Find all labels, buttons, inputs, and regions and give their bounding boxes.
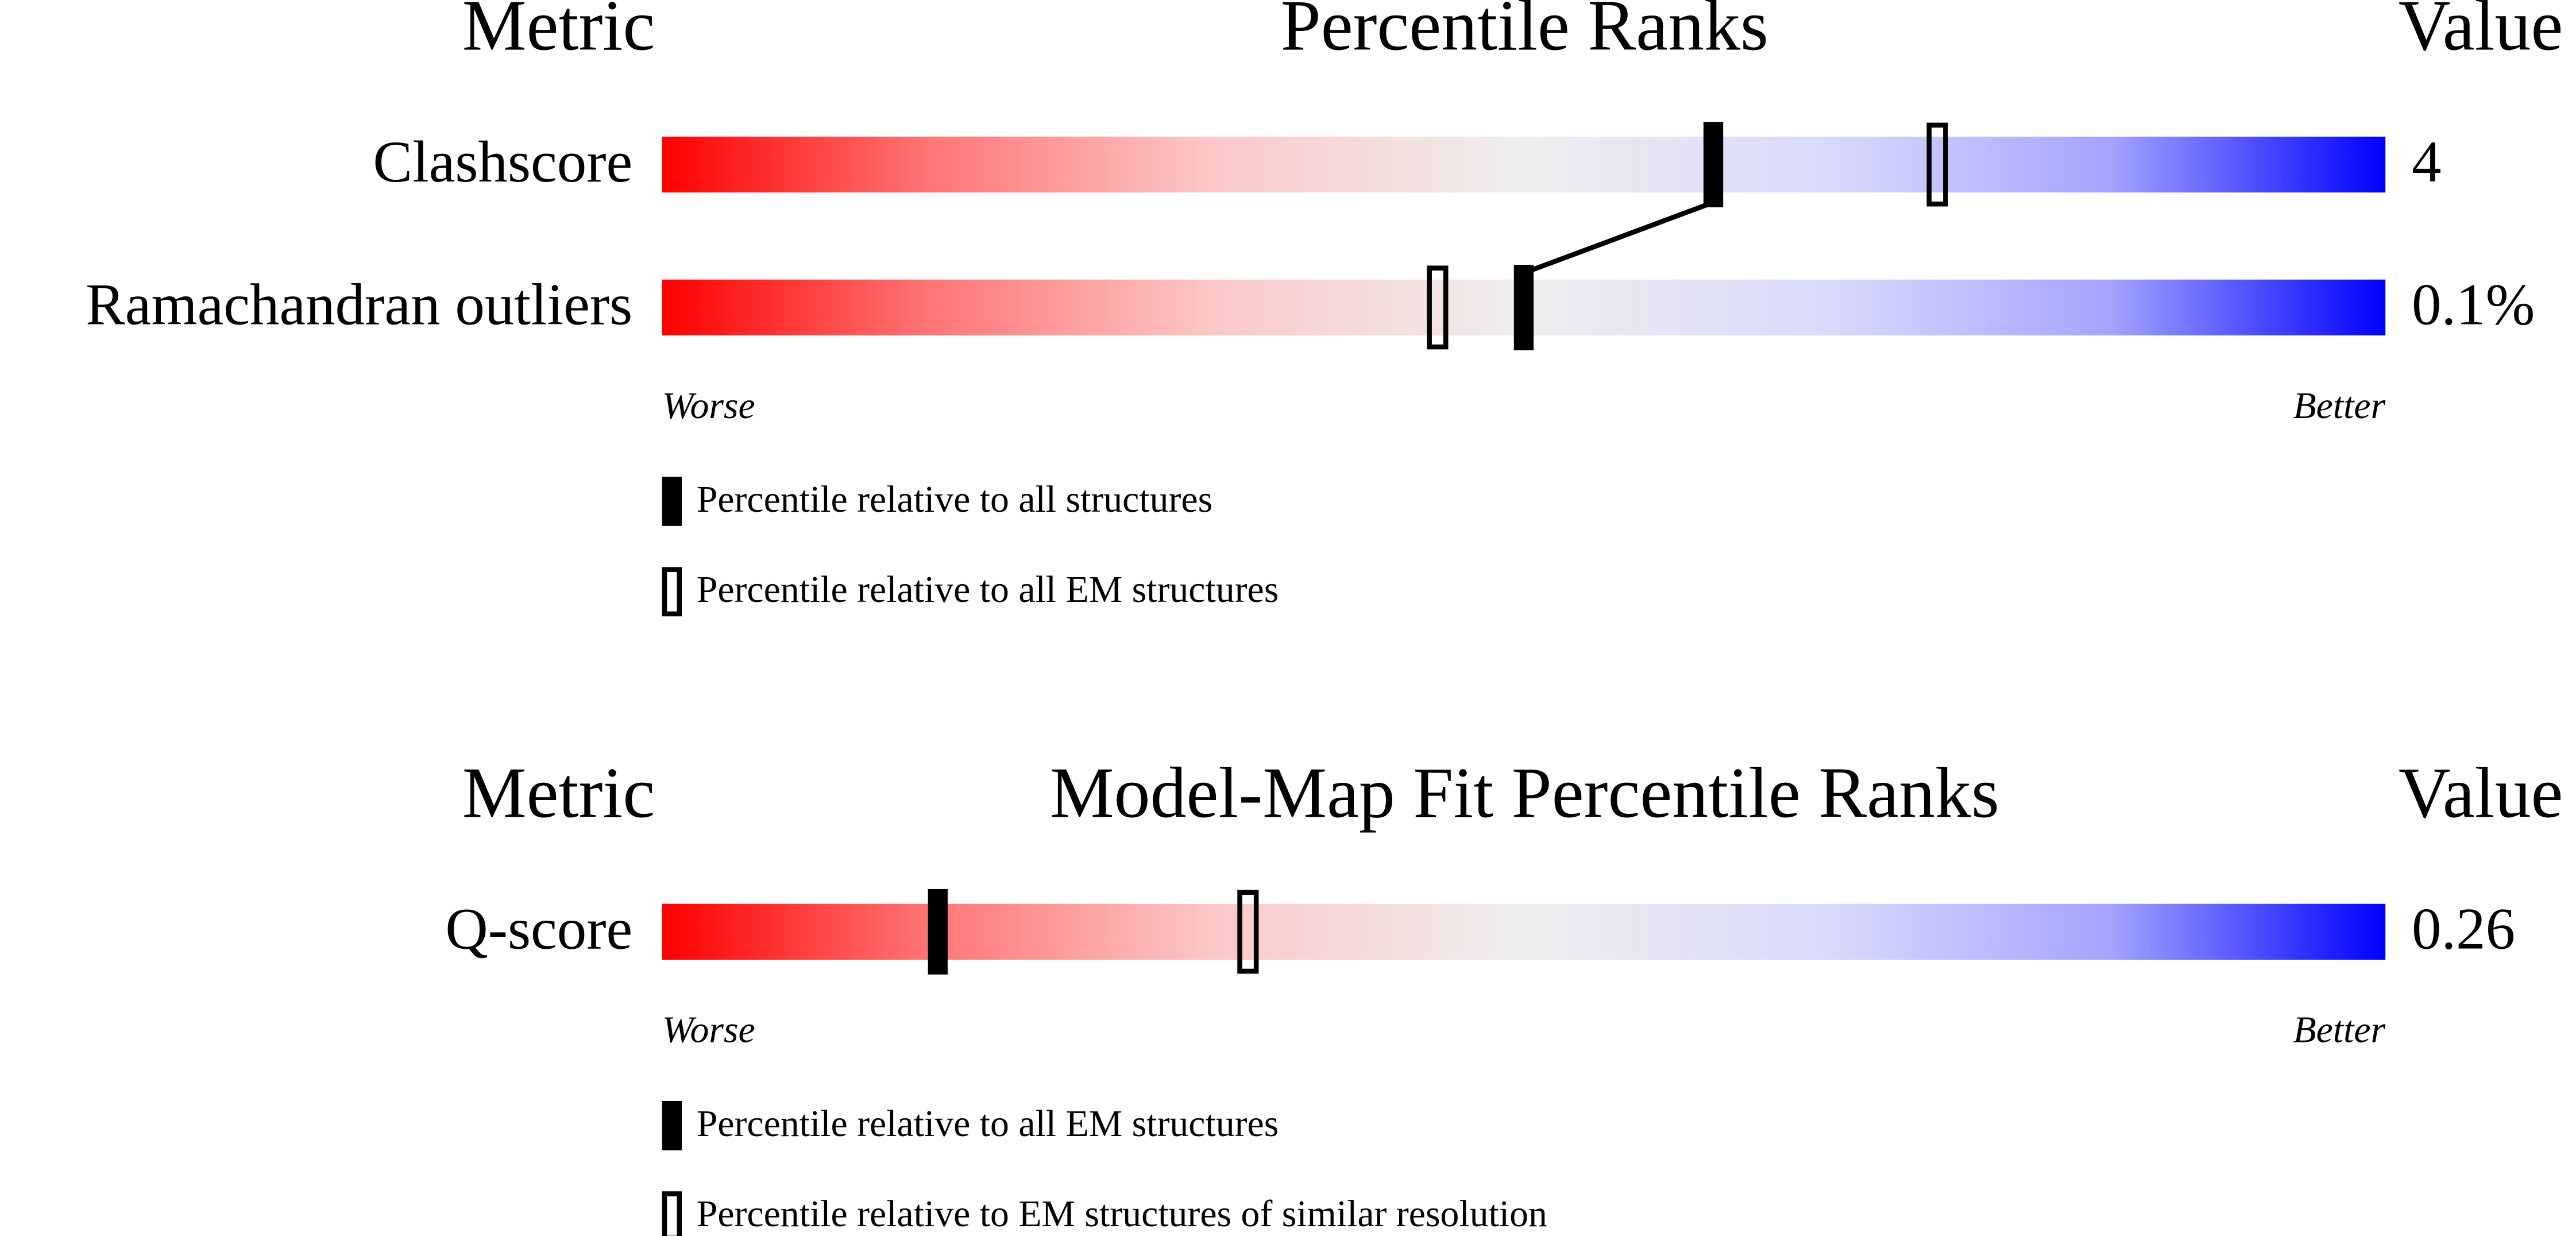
panel: Metric Percentile Ranks Value Clashscore 4 Ra… — [86, 0, 2563, 617]
percentile-bar — [662, 136, 2386, 193]
percentile-marker-open — [1427, 265, 1449, 350]
legend-label: Percentile relative to all EM structures — [697, 1103, 1279, 1145]
percentile-marker-open — [1237, 890, 1259, 974]
panel: Metric Model-Map Fit Percentile Ranks Valu… — [445, 753, 2563, 1236]
legend-label: Percentile relative to EM structures of … — [697, 1193, 1547, 1235]
legend-marker-open — [662, 1191, 682, 1236]
chart-title: Model-Map Fit Percentile Ranks — [1050, 753, 1999, 833]
metric-header: Metric — [462, 0, 655, 66]
chart-title: Percentile Ranks — [1281, 0, 1768, 66]
percentile-marker — [928, 889, 948, 975]
marker-connector — [1523, 200, 1714, 276]
legend-label: Percentile relative to all structures — [697, 478, 1212, 520]
percentile-marker — [1513, 265, 1534, 350]
percentile-marker — [1703, 122, 1724, 207]
value-header: Value — [2399, 753, 2563, 833]
metric-label: Clashscore — [373, 129, 632, 195]
legend-marker — [662, 1100, 682, 1150]
better-label: Better — [2293, 385, 2385, 427]
metric-header: Metric — [462, 753, 655, 833]
legend-marker-open — [662, 567, 682, 617]
metric-value: 4 — [2412, 129, 2441, 195]
percentile-marker-open — [1926, 122, 1948, 207]
metric-label: Q-score — [445, 897, 632, 962]
percentile-bar — [662, 903, 2386, 960]
metric-label: Ramachandran outliers — [86, 272, 632, 338]
metric-value: 0.1% — [2412, 272, 2535, 338]
legend-label: Percentile relative to all EM structures — [697, 569, 1279, 611]
value-header: Value — [2399, 0, 2563, 66]
worse-label: Worse — [662, 1009, 755, 1051]
metric-value: 0.26 — [2412, 897, 2515, 962]
legend-marker — [662, 477, 682, 526]
better-label: Better — [2293, 1009, 2385, 1051]
worse-label: Worse — [662, 385, 755, 427]
